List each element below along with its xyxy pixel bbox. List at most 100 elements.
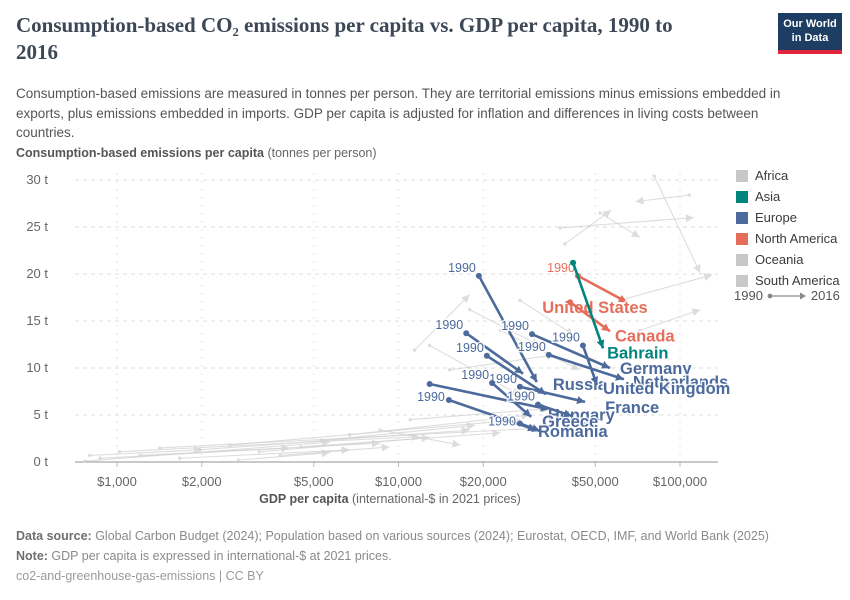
legend-item-oceania[interactable]: Oceania — [736, 252, 848, 267]
year-label-russia: 1990 — [448, 261, 476, 275]
series-start-dot-united-kingdom[interactable] — [579, 342, 586, 349]
series-arrow-canada[interactable] — [569, 301, 611, 333]
series-france[interactable]: 1990 France — [488, 370, 661, 418]
legend-item-africa[interactable]: Africa — [736, 168, 848, 183]
background-country-arrow[interactable] — [177, 446, 350, 460]
legend-item-south-america[interactable]: South America — [736, 273, 848, 288]
series-start-dot-europe-unlabeled-2[interactable] — [483, 352, 490, 359]
background-country-arrow[interactable] — [617, 273, 713, 303]
year-label-europe-unlabeled-4: 1990 — [488, 414, 516, 428]
x-tick-label: $1,000 — [97, 474, 137, 489]
series-label-united-states[interactable]: United States — [541, 298, 649, 319]
series-arrow-united-states[interactable] — [577, 274, 628, 304]
owid-logo[interactable]: Our World in Data — [778, 13, 842, 54]
background-country-arrow[interactable] — [563, 209, 612, 246]
legend-swatch-europe — [736, 211, 748, 224]
chart-subtitle: Consumption-based emissions are measured… — [16, 86, 781, 141]
year-label-romania: 1990 — [417, 390, 445, 404]
background-country-arrow[interactable] — [638, 308, 701, 333]
legend-swatch-asia — [736, 190, 748, 203]
background-country-arrow[interactable] — [378, 428, 461, 448]
background-country-arrow[interactable] — [558, 214, 694, 230]
footer-source-line: Data source: Global Carbon Budget (2024)… — [16, 527, 840, 547]
background-country-arrow[interactable] — [228, 416, 520, 447]
series-label-russia[interactable]: Russia — [551, 375, 609, 396]
owid-logo-line1: Our World — [783, 18, 837, 30]
background-country-arrow[interactable] — [635, 193, 692, 205]
legend-item-asia[interactable]: Asia — [736, 189, 848, 204]
legend-label-africa: Africa — [755, 168, 789, 183]
background-country-arrow[interactable] — [518, 298, 575, 336]
owid-logo-line2: in Data — [791, 31, 829, 44]
series-arrow-greece[interactable] — [491, 382, 533, 418]
y-tick-label: 25 t — [26, 219, 48, 234]
series-start-dot-hungary[interactable] — [426, 380, 433, 387]
series-start-dot-bahrain[interactable] — [570, 259, 577, 266]
legend-item-north-america[interactable]: North America — [736, 231, 848, 246]
series-label-romania[interactable]: Romania — [537, 422, 611, 443]
series-start-dot-europe-unlabeled-3[interactable] — [534, 401, 541, 408]
series-label-france[interactable]: France — [604, 397, 661, 418]
background-country-arrow[interactable] — [652, 174, 701, 274]
y-tick-label: 15 t — [26, 313, 48, 328]
series-start-dot-russia[interactable] — [475, 272, 482, 279]
series-label-germany[interactable]: Germany — [618, 359, 693, 380]
legend: Africa Asia Europe North America Oceania Sout… — [736, 168, 848, 294]
series-start-dot-europe-unlabeled-1[interactable] — [463, 330, 470, 337]
series-europe-unlabeled-4[interactable]: 1990 — [487, 413, 541, 433]
series-europe-unlabeled-1[interactable]: 1990 — [434, 317, 524, 375]
x-tick-label: $10,000 — [375, 474, 422, 489]
x-tick-label: $50,000 — [572, 474, 619, 489]
series-netherlands[interactable]: 1990 Netherlands — [517, 338, 730, 393]
background-country-arrow[interactable] — [427, 343, 521, 396]
series-arrow-europe-unlabeled-2[interactable] — [486, 354, 547, 396]
series-label-canada[interactable]: Canada — [613, 326, 676, 347]
series-start-dot-netherlands[interactable] — [545, 351, 552, 358]
year-label-united-kingdom: 1990 — [552, 330, 580, 344]
series-arrow-europe-unlabeled-1[interactable] — [465, 332, 524, 375]
series-europe-unlabeled-2[interactable]: 1990 — [455, 339, 547, 396]
legend-swatch-north-america — [736, 232, 748, 245]
x-axis-title-bold: GDP per capita — [259, 492, 349, 506]
year-range-arrow-icon — [767, 292, 806, 299]
series-arrow-russia[interactable] — [477, 275, 538, 383]
series-europe-unlabeled-3[interactable]: 1990 — [506, 388, 573, 418]
background-country-arrow[interactable] — [447, 352, 555, 372]
background-country-arrow[interactable] — [88, 446, 202, 458]
series-start-dot-romania[interactable] — [445, 396, 452, 403]
series-label-netherlands[interactable]: Netherlands — [631, 372, 729, 393]
series-start-dot-canada[interactable] — [567, 299, 574, 306]
year-label-greece: 1990 — [461, 368, 489, 382]
series-arrow-germany[interactable] — [531, 332, 611, 370]
legend-label-oceania: Oceania — [755, 252, 804, 267]
series-romania[interactable]: 1990 Romania — [416, 388, 611, 443]
background-country-arrow[interactable] — [236, 449, 330, 462]
legend-item-europe[interactable]: Europe — [736, 210, 848, 225]
background-country-arrow[interactable] — [412, 294, 471, 352]
series-united-kingdom[interactable]: 1990 United Kingdom — [551, 329, 732, 399]
series-arrow-united-kingdom[interactable] — [581, 345, 599, 386]
series-arrow-bahrain[interactable] — [571, 262, 605, 349]
series-label-greece[interactable]: Greece — [541, 411, 600, 432]
series-hungary[interactable]: Hungary — [426, 380, 617, 426]
series-start-dot-europe-unlabeled-4[interactable] — [516, 420, 523, 427]
series-arrow-france[interactable] — [519, 385, 586, 404]
series-germany[interactable]: 1990 Germany — [500, 318, 694, 380]
series-arrow-netherlands[interactable] — [548, 353, 625, 381]
series-label-united-kingdom[interactable]: United Kingdom — [601, 378, 731, 399]
series-canada[interactable]: Canada — [567, 299, 677, 347]
footer-credit-link[interactable]: co2-and-greenhouse-gas-emissions | CC BY — [16, 568, 264, 583]
series-bahrain[interactable]: Bahrain — [570, 259, 670, 364]
series-arrow-hungary[interactable] — [429, 382, 550, 412]
background-country-arrow[interactable] — [467, 308, 540, 346]
background-country-arrow[interactable] — [299, 429, 501, 449]
background-country-arrow[interactable] — [598, 211, 641, 238]
series-label-bahrain[interactable]: Bahrain — [606, 343, 670, 364]
series-start-dot-france[interactable] — [516, 383, 523, 390]
series-arrow-europe-unlabeled-4[interactable] — [519, 422, 541, 433]
series-start-dot-germany[interactable] — [528, 331, 535, 338]
page-title: Consumption-based CO₂ emissions per capi… — [16, 13, 673, 65]
series-arrow-europe-unlabeled-3[interactable] — [537, 403, 573, 418]
series-greece[interactable]: 1990 Greece — [460, 367, 600, 433]
series-start-dot-greece[interactable] — [489, 380, 496, 387]
